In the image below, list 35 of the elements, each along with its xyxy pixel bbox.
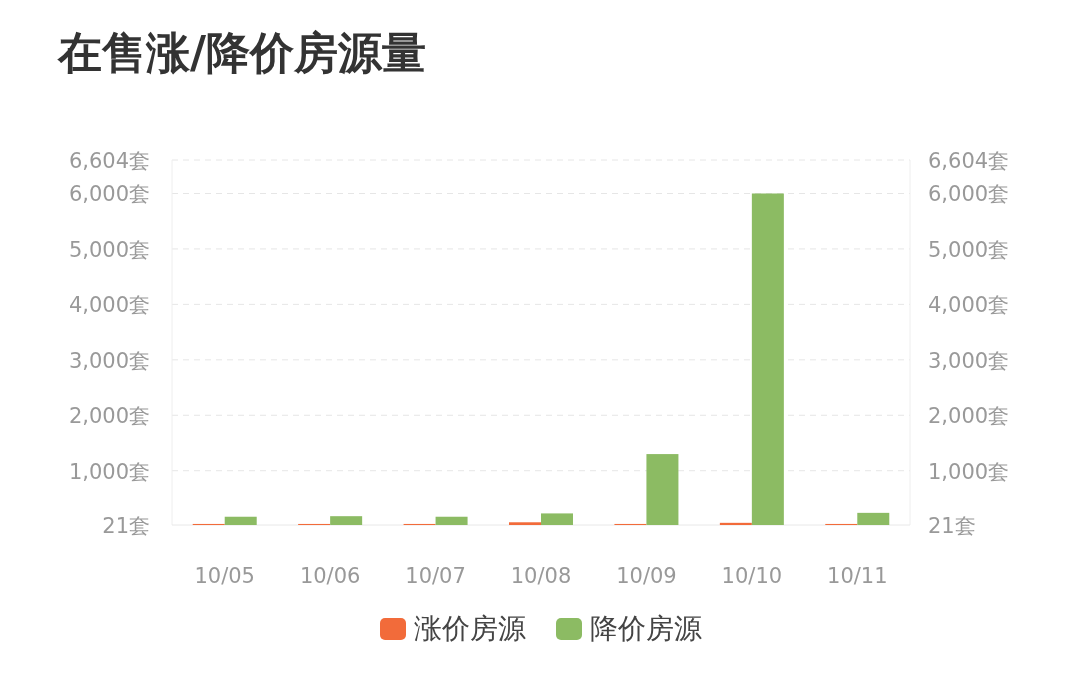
x-tick-label: 10/11 <box>827 564 888 588</box>
bar <box>541 513 573 525</box>
chart-title: 在售涨/降价房源量 <box>57 27 427 78</box>
y-tick-label: 5,000套 <box>68 237 150 262</box>
y2-tick-label: 21套 <box>928 514 976 538</box>
x-tick-label: 10/07 <box>405 564 466 588</box>
bar <box>857 512 890 525</box>
x-tick-label: 10/09 <box>616 564 677 588</box>
x-tick-label: 10/06 <box>299 564 361 588</box>
y-tick-label: 2,000套 <box>68 404 150 429</box>
y2-tick-label: 2,000套 <box>928 404 1010 429</box>
y2-tick-label: 6,000套 <box>928 182 1010 207</box>
y-tick-label: 1,000套 <box>68 459 150 484</box>
bar <box>719 522 752 525</box>
y-tick-label: 6,604套 <box>68 149 150 173</box>
bar <box>646 454 679 525</box>
legend-label: 降价房源 <box>590 612 702 645</box>
y2-tick-label: 6,604套 <box>928 149 1010 173</box>
bar <box>224 516 257 525</box>
x-tick-label: 10/10 <box>721 564 783 588</box>
bar <box>751 193 784 525</box>
y2-tick-label: 5,000套 <box>928 237 1010 262</box>
y-tick-label: 4,000套 <box>68 293 150 318</box>
legend-label: 涨价房源 <box>414 612 526 645</box>
bar <box>435 516 468 525</box>
x-tick-label: 10/05 <box>194 564 255 588</box>
y2-tick-label: 4,000套 <box>928 293 1010 318</box>
y2-tick-label: 3,000套 <box>928 348 1010 373</box>
y-tick-label: 21套 <box>102 514 150 538</box>
y-tick-label: 3,000套 <box>68 348 150 373</box>
y2-tick-label: 1,000套 <box>928 459 1010 484</box>
bar <box>509 522 541 525</box>
y-tick-label: 6,000套 <box>68 182 150 207</box>
x-tick-label: 10/08 <box>510 564 572 588</box>
bar <box>330 516 363 525</box>
